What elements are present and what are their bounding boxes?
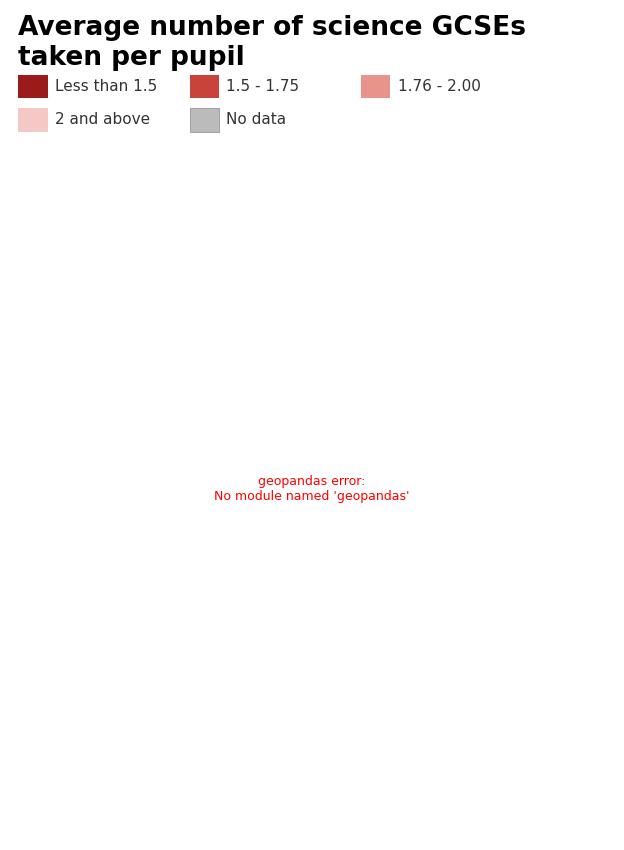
Text: 2 and above: 2 and above <box>55 112 150 128</box>
Bar <box>19 75 48 99</box>
Text: Average number of science GCSEs
taken per pupil: Average number of science GCSEs taken pe… <box>19 15 527 71</box>
Text: 1.76 - 2.00: 1.76 - 2.00 <box>397 79 480 94</box>
Text: Less than 1.5: Less than 1.5 <box>55 79 157 94</box>
Bar <box>19 109 48 132</box>
Bar <box>190 75 219 99</box>
Text: No data: No data <box>227 112 286 128</box>
Text: 1.5 - 1.75: 1.5 - 1.75 <box>227 79 300 94</box>
Text: geopandas error:
No module named 'geopandas': geopandas error: No module named 'geopan… <box>214 475 410 503</box>
Bar <box>361 75 390 99</box>
Bar <box>190 109 219 132</box>
